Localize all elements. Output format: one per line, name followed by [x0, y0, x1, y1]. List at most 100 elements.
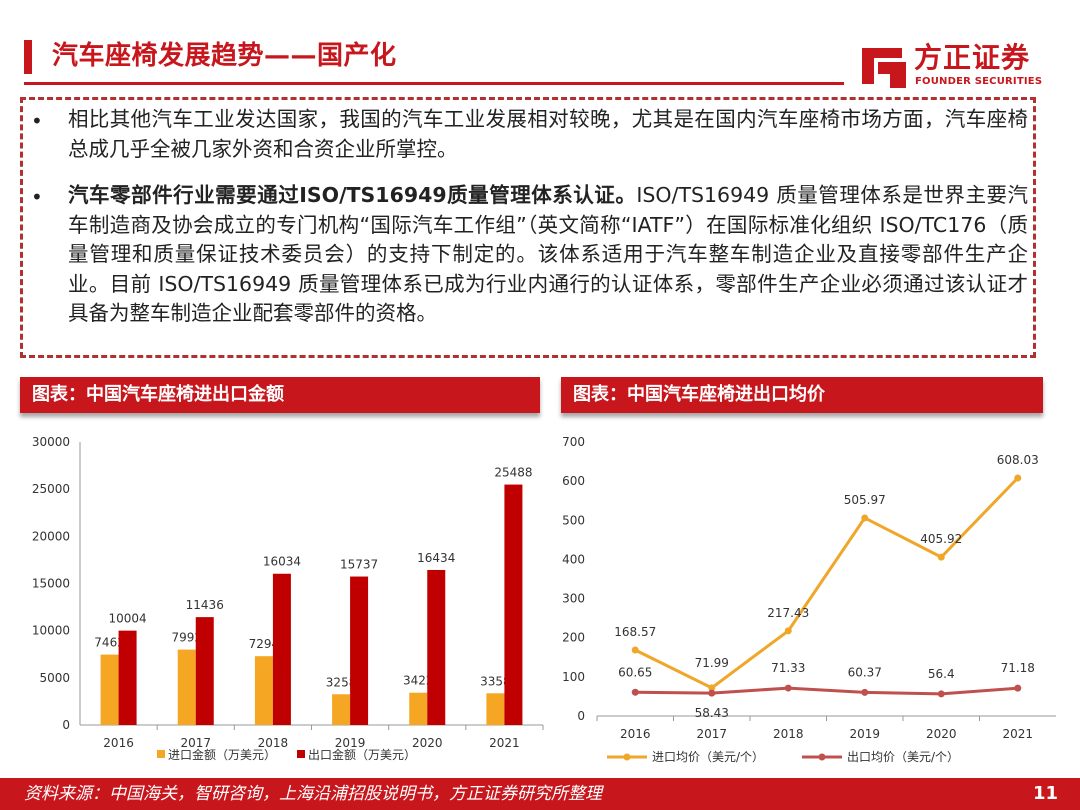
data-label-import-2020: 3422 [403, 674, 434, 688]
legend-marker-export [818, 753, 826, 761]
data-label-import-2018: 7294 [249, 637, 280, 651]
bar-export-2016 [118, 630, 137, 725]
logo-english-name: FOUNDER SECURITIES [915, 76, 1043, 87]
x-tick-label: 2020 [412, 736, 443, 750]
data-label-export-2019: 15737 [340, 558, 378, 572]
point-export-2017 [708, 689, 716, 697]
data-label-import-2019: 505.97 [844, 493, 886, 507]
x-tick-label: 2016 [103, 736, 134, 750]
data-label-export-2016: 60.65 [618, 665, 652, 679]
y-tick-label: 30000 [32, 435, 70, 449]
x-tick-label: 2021 [1002, 727, 1033, 741]
line-chart-container: 0 100 200 300 400 500 600 700 2016 2017 2018 2019 20… [555, 425, 1080, 775]
company-logo: 方正证券 FOUNDER SECURITIES [862, 41, 1052, 90]
data-label-export-2018: 16034 [263, 555, 301, 569]
bullet-1: • [31, 109, 43, 133]
y-tick-label: 10000 [32, 624, 70, 638]
point-import-2016 [631, 646, 639, 654]
bar-export-2017 [195, 617, 214, 725]
bar-export-2019 [350, 576, 369, 725]
y-tick-label: 20000 [32, 529, 70, 543]
x-tick-label: 2017 [696, 727, 727, 741]
data-label-import-2020: 405.92 [920, 532, 962, 546]
line-export-avg-price [635, 686, 1018, 696]
data-label-export-2021: 71.18 [1001, 661, 1035, 675]
data-label-import-2017: 71.99 [695, 656, 729, 670]
y-tick-label: 300 [562, 592, 585, 606]
point-import-2019 [861, 514, 869, 522]
founder-logo-icon [862, 48, 906, 88]
legend-label-export: 出口均价（美元/个） [847, 750, 959, 764]
y-tick-label: 25000 [32, 482, 70, 496]
footer-bar: 资料来源：中国海关，智研咨询，上海沿浦招股说明书，方正证券研究所整理 11 [0, 778, 1080, 810]
legend-marker-import [623, 753, 631, 761]
point-export-2020 [937, 690, 945, 698]
data-label-import-2018: 217.43 [767, 606, 809, 620]
bar-export-2021 [504, 484, 523, 725]
point-import-2020 [937, 553, 945, 561]
bar-import-2016 [100, 654, 119, 725]
x-tick-label: 2021 [489, 736, 520, 750]
point-export-2021 [1014, 684, 1022, 692]
x-tick-label: 2020 [926, 727, 957, 741]
point-export-2019 [861, 688, 869, 696]
data-label-export-2016: 10004 [108, 612, 146, 626]
paragraph-2: 汽车零部件行业需要通过ISO/TS16949质量管理体系认证。ISO/TS169… [68, 181, 1028, 329]
title-underline [24, 82, 844, 85]
point-export-2018 [784, 684, 792, 692]
bar-import-2020 [409, 692, 428, 725]
right-chart-header: 图表：中国汽车座椅进出口均价 [561, 377, 1043, 413]
y-tick-label: 600 [562, 474, 585, 488]
y-tick-label: 100 [562, 670, 585, 684]
y-tick-label: 0 [62, 718, 70, 732]
x-tick-label: 2019 [849, 727, 880, 741]
paragraph-2-body: ISO/TS16949 质量管理体系是世界主要汽车制造商及协会成立的专门机构“国… [68, 183, 1028, 325]
import-export-price-chart: 0 100 200 300 400 500 600 700 2016 2017 2018 2019 20… [562, 435, 1056, 764]
data-label-import-2017: 7992 [171, 631, 202, 645]
y-tick-label: 400 [562, 552, 585, 566]
summary-textbox: • 相比其他汽车工业发达国家，我国的汽车工业发展相对较晚，尤其是在国内汽车座椅市… [20, 97, 1036, 358]
bullet-2: • [31, 185, 43, 209]
data-label-import-2019: 3258 [326, 675, 357, 689]
data-label-export-2017: 58.43 [695, 706, 729, 720]
y-tick-label: 0 [577, 709, 585, 723]
paragraph-2-bold: 汽车零部件行业需要通过ISO/TS16949质量管理体系认证。 [68, 183, 637, 207]
y-tick-label: 500 [562, 513, 585, 527]
source-note: 资料来源：中国海关，智研咨询，上海沿浦招股说明书，方正证券研究所整理 [24, 784, 602, 804]
left-chart-header: 图表：中国汽车座椅进出口金额 [20, 377, 540, 413]
data-label-import-2016: 7462 [94, 636, 125, 650]
data-label-import-2021: 3358 [480, 674, 511, 688]
point-import-2018 [784, 627, 792, 635]
import-export-amount-chart: 0 5000 10000 15000 20000 25000 30000 2016 7462 10… [32, 435, 544, 762]
x-tick-label: 2018 [773, 727, 804, 741]
legend-label-import: 进口金额（万美元） [168, 747, 276, 762]
legend-swatch-import [157, 750, 165, 758]
point-import-2017 [708, 684, 716, 692]
bar-import-2017 [177, 649, 196, 725]
y-tick-label: 200 [562, 631, 585, 645]
x-tick-label: 2017 [180, 736, 211, 750]
y-tick-label: 700 [562, 435, 585, 449]
data-label-export-2021: 25488 [494, 466, 532, 480]
bar-import-2018 [254, 656, 273, 725]
paragraph-1: 相比其他汽车工业发达国家，我国的汽车工业发展相对较晚，尤其是在国内汽车座椅市场方… [68, 107, 1028, 161]
point-import-2021 [1014, 474, 1022, 482]
logo-chinese-name: 方正证券 [914, 41, 1031, 74]
title-accent-bar [24, 40, 32, 74]
page-number: 11 [1032, 783, 1058, 804]
bar-chart-container: 0 5000 10000 15000 20000 25000 30000 2016 7462 10… [0, 425, 555, 775]
legend-label-import: 进口均价（美元/个） [652, 750, 764, 764]
legend-swatch-export [297, 750, 305, 758]
point-export-2016 [631, 688, 639, 696]
data-label-export-2020: 16434 [417, 551, 455, 565]
y-tick-label: 15000 [32, 577, 70, 591]
bar-import-2021 [486, 693, 505, 725]
bar-export-2020 [427, 569, 446, 725]
bar-export-2018 [272, 573, 291, 725]
slide-title: 汽车座椅发展趋势——国产化 [52, 41, 397, 71]
legend-label-export: 出口金额（万美元） [308, 747, 416, 762]
line-import-avg-price [634, 476, 1019, 690]
x-tick-label: 2016 [620, 727, 651, 741]
bar-import-2019 [332, 694, 351, 725]
data-label-import-2016: 168.57 [614, 625, 656, 639]
